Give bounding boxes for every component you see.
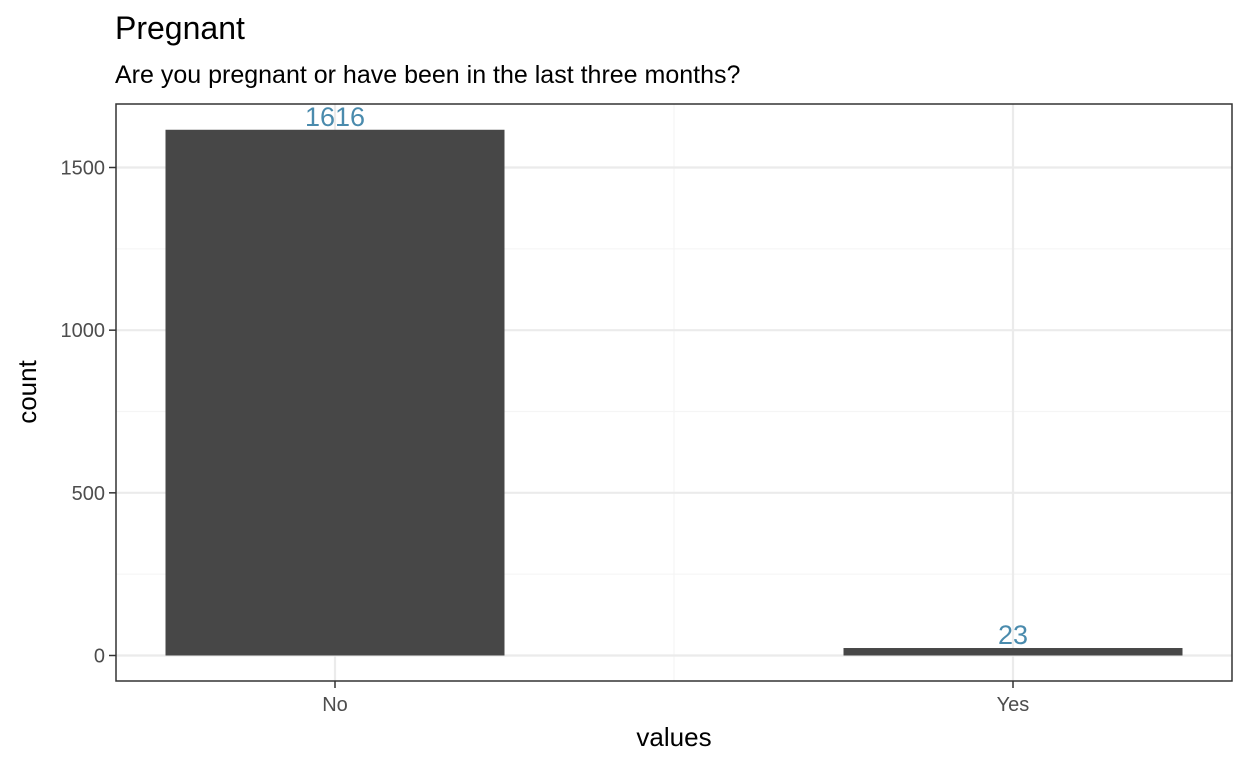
x-axis-title: values <box>636 722 711 752</box>
bar-no <box>165 129 505 656</box>
x-tick-label: No <box>322 694 348 716</box>
y-tick-label: 0 <box>94 646 105 668</box>
y-tick-label: 1500 <box>61 158 106 180</box>
data-label: 23 <box>998 620 1028 650</box>
y-tick-label: 500 <box>72 483 105 505</box>
chart-subtitle: Are you pregnant or have been in the las… <box>115 61 740 89</box>
data-label: 1616 <box>305 102 365 132</box>
plot-area: 1616 23 0 500 1000 1500 No Yes <box>61 102 1233 716</box>
chart-title: Pregnant <box>115 10 245 46</box>
x-tick-label: Yes <box>997 694 1030 716</box>
panel-border <box>115 103 1233 682</box>
y-axis-title: count <box>12 359 42 423</box>
y-tick-label: 1000 <box>61 320 106 342</box>
bar-yes <box>843 648 1183 656</box>
